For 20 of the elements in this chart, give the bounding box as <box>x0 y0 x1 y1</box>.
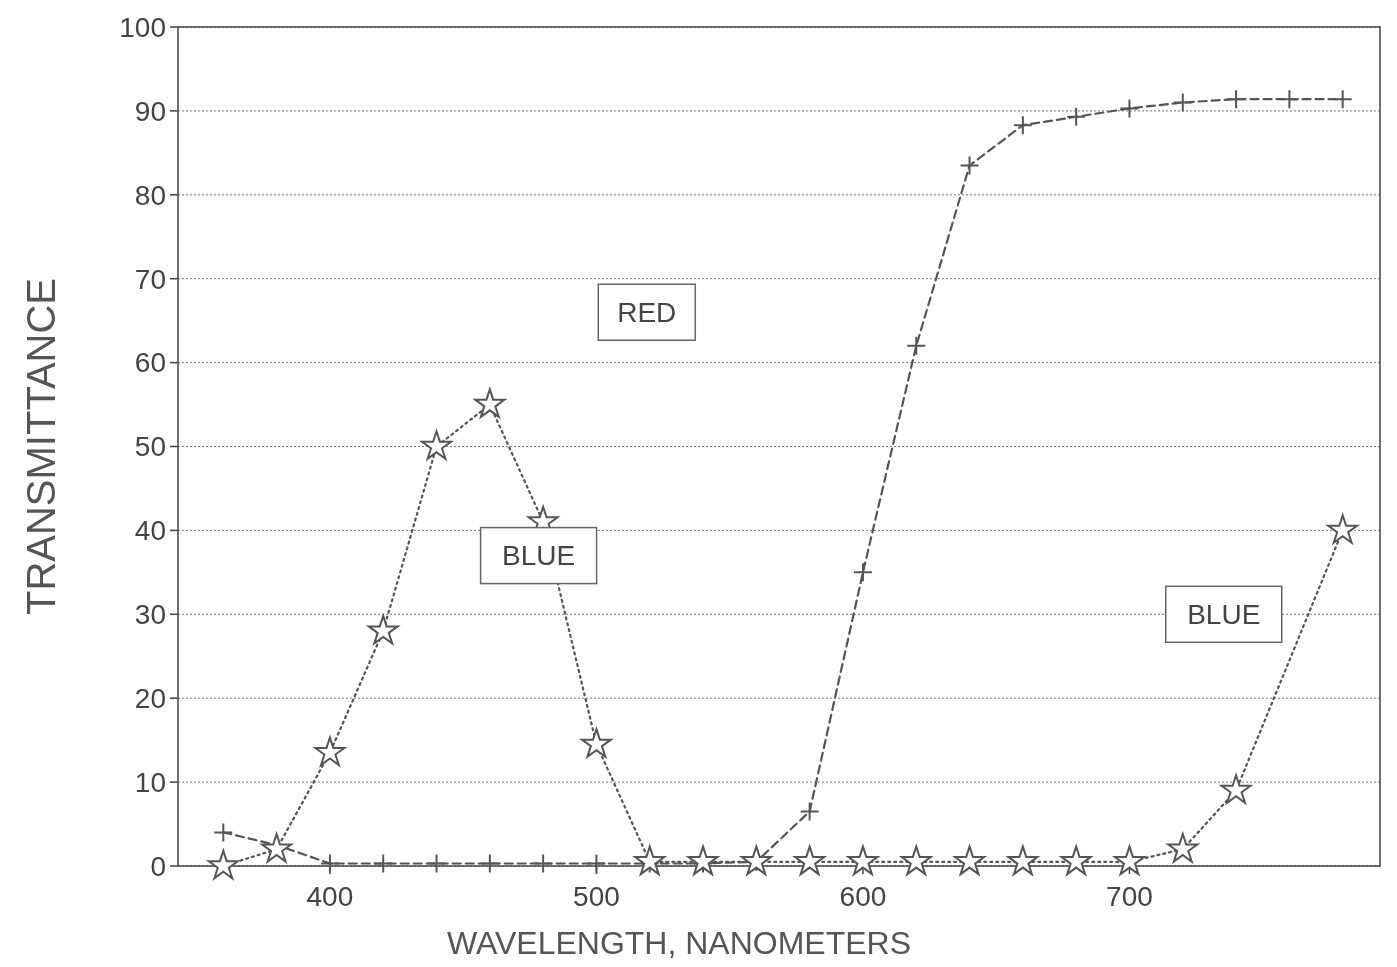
y-tick-label: 90 <box>134 95 166 127</box>
x-tick-label: 400 <box>306 881 354 912</box>
x-tick-label: 500 <box>573 881 620 912</box>
y-tick-label: 40 <box>134 515 166 547</box>
y-tick-label: 80 <box>134 179 166 211</box>
y-tick-label: 50 <box>134 431 166 463</box>
y-tick-label: 30 <box>134 599 166 631</box>
x-tick-label: 600 <box>839 881 887 912</box>
annotation: BLUE <box>502 540 576 572</box>
y-tick-label: 70 <box>134 263 166 295</box>
y-tick-label: 10 <box>134 766 166 798</box>
x-tick-label: 700 <box>1106 881 1153 912</box>
y-tick-label: 20 <box>134 683 166 714</box>
y-tick-label: 100 <box>119 11 166 43</box>
annotation: RED <box>617 297 677 329</box>
y-tick-label: 0 <box>150 850 166 882</box>
y-axis-title: TRANSMITTANCE <box>19 277 63 616</box>
x-axis-title: WAVELENGTH, NANOMETERS <box>446 925 912 961</box>
annotation: BLUE <box>1187 599 1261 631</box>
y-tick-label: 60 <box>134 347 166 379</box>
